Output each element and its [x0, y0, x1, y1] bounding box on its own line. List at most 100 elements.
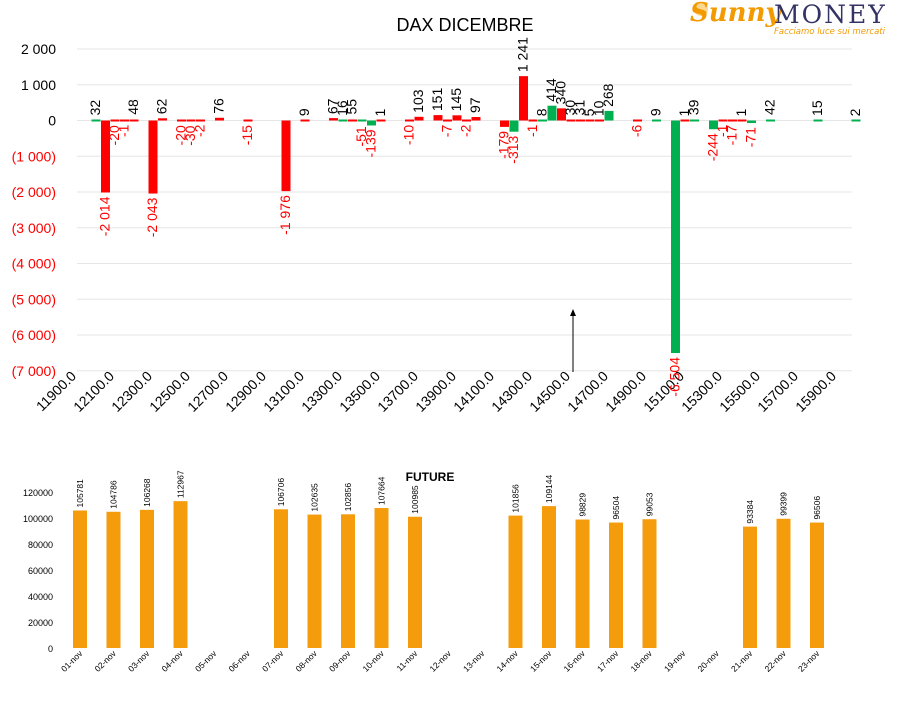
x-tick-label: 14100.0	[450, 368, 497, 415]
annotation-arrowhead	[570, 309, 576, 316]
x-tick-label: 14500.0	[526, 368, 573, 415]
x-tick-label: 18-nov	[628, 648, 654, 674]
bar	[329, 118, 338, 121]
data-label: 100985	[410, 485, 420, 514]
bar	[433, 115, 443, 121]
bar	[405, 119, 414, 122]
x-tick-label: 06-nov	[226, 648, 252, 674]
y-tick-label: 0	[48, 113, 56, 129]
bar	[348, 119, 357, 122]
data-label: 15	[809, 100, 825, 116]
data-label: 99053	[645, 492, 655, 516]
data-label: -2 043	[144, 197, 160, 237]
bar	[186, 119, 196, 122]
data-label: 30	[562, 100, 578, 116]
data-label: 106706	[276, 478, 286, 507]
data-label: 9	[296, 108, 312, 116]
x-tick-label: 11-nov	[394, 648, 420, 674]
y-tick-label: (6 000)	[12, 327, 56, 343]
data-label: 98829	[578, 493, 588, 517]
data-label: 42	[762, 99, 778, 115]
data-label: 105781	[75, 479, 85, 508]
data-label: 340	[553, 81, 569, 105]
data-label: 76	[211, 98, 227, 114]
x-tick-label: 13-nov	[461, 648, 487, 674]
x-tick-label: 12100.0	[70, 368, 117, 415]
x-tick-label: 13300.0	[298, 368, 345, 415]
chart2-title: FUTURE	[406, 470, 455, 484]
y-tick-label: (5 000)	[12, 291, 56, 307]
y-tick-label: (4 000)	[12, 256, 56, 272]
sunny-money-logo: Sunny MONEY Facciamo luce sui mercati	[688, 0, 898, 40]
data-label: -30	[182, 125, 198, 145]
data-label: 1	[733, 108, 749, 116]
sun-icon	[694, 2, 708, 16]
data-label: -244	[705, 133, 721, 161]
bar	[776, 518, 791, 648]
data-label: -20	[106, 125, 122, 145]
data-label: 1	[676, 108, 692, 116]
bar	[547, 105, 557, 121]
data-label: -15	[239, 125, 255, 145]
bar	[106, 511, 121, 648]
bar	[73, 510, 87, 648]
data-label: 31	[572, 100, 588, 116]
x-tick-label: 17-nov	[595, 648, 621, 674]
x-tick-label: 15300.0	[678, 368, 725, 415]
data-label: -139	[363, 129, 379, 157]
data-label: 16	[334, 100, 350, 116]
bar	[408, 516, 422, 648]
bar	[709, 120, 718, 130]
y-tick-label: 100000	[23, 514, 53, 524]
bar	[215, 117, 224, 121]
logo-brand-part1: Sunny	[690, 0, 781, 28]
data-label: 67	[325, 98, 341, 114]
data-label: 8	[534, 108, 550, 116]
data-label: -2	[458, 124, 474, 137]
bar	[462, 119, 471, 122]
bar	[281, 120, 291, 192]
bar	[576, 119, 585, 122]
bar	[158, 118, 167, 121]
y-tick-label: 120000	[23, 488, 53, 498]
data-label: 107664	[377, 476, 387, 505]
bar	[538, 119, 547, 122]
data-label: 99399	[779, 492, 789, 516]
data-label: 102856	[343, 483, 353, 512]
x-tick-label: 15900.0	[792, 368, 839, 415]
data-label: 93384	[745, 500, 755, 524]
data-label: 96504	[611, 496, 621, 520]
x-tick-label: 20-nov	[695, 648, 721, 674]
x-tick-label: 01-nov	[59, 648, 85, 674]
y-tick-label: 60000	[28, 566, 53, 576]
data-label: 102635	[310, 483, 320, 512]
bar	[766, 119, 775, 122]
data-label: -1	[524, 124, 540, 137]
data-label: 97	[467, 97, 483, 113]
bar	[604, 110, 614, 121]
bar	[508, 515, 523, 648]
data-label: 96506	[812, 496, 822, 520]
dax-dicembre-chart: DAX DICEMBRE 2 000 1 000 0 (1 000) (2 000) (3…	[12, 15, 863, 415]
data-label: 151	[429, 88, 445, 112]
data-label: 103	[410, 89, 426, 113]
data-label: 268	[600, 83, 616, 107]
x-tick-label: 08-nov	[293, 648, 319, 674]
data-label: 55	[344, 99, 360, 115]
y-tick-label: (2 000)	[12, 184, 56, 200]
bar	[737, 119, 747, 122]
x-tick-label: 13500.0	[336, 368, 383, 415]
bar	[585, 119, 595, 122]
x-tick-label: 04-nov	[159, 648, 185, 674]
bar	[500, 120, 509, 127]
y-tick-label: 2 000	[21, 41, 56, 57]
data-label: -2 014	[97, 196, 113, 236]
bar	[452, 115, 462, 121]
data-label: -6 504	[667, 357, 683, 397]
bar	[528, 119, 538, 122]
bar	[120, 119, 129, 122]
y-tick-label: 1 000	[21, 77, 56, 93]
bar	[652, 119, 661, 122]
bar	[690, 119, 699, 122]
bar	[148, 120, 158, 194]
